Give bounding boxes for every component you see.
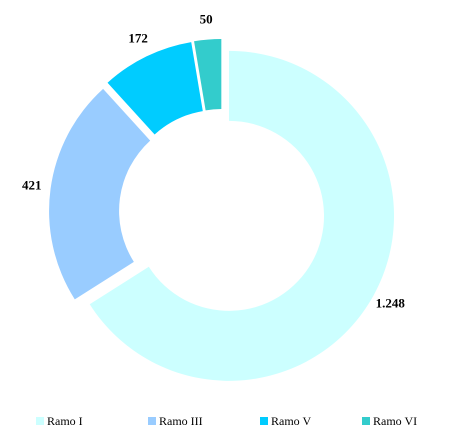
slice bbox=[107, 42, 203, 135]
slice bbox=[194, 39, 222, 111]
data-label: 50 bbox=[200, 12, 213, 27]
data-label: 1.248 bbox=[376, 295, 406, 310]
legend-label: Ramo I bbox=[47, 414, 83, 428]
legend-swatch bbox=[148, 417, 156, 425]
legend-label: Ramo VI bbox=[373, 414, 417, 428]
legend-swatch bbox=[362, 417, 370, 425]
legend-swatch bbox=[260, 417, 268, 425]
legend-swatch bbox=[36, 417, 44, 425]
legend-label: Ramo V bbox=[271, 414, 311, 428]
slice bbox=[89, 50, 395, 381]
legend-label: Ramo III bbox=[159, 414, 203, 428]
data-label: 172 bbox=[128, 30, 148, 45]
slice bbox=[49, 88, 151, 300]
data-label: 421 bbox=[22, 177, 42, 192]
